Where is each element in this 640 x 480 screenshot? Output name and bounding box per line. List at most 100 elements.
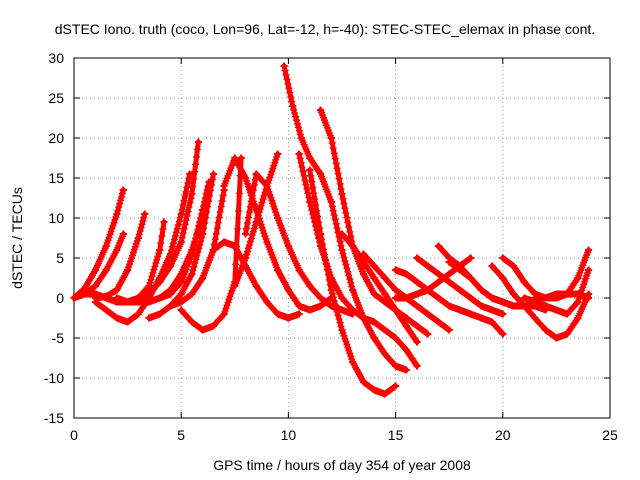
data-point: [370, 290, 378, 298]
data-point: [295, 150, 303, 158]
data-point: [467, 254, 475, 262]
data-point: [370, 334, 378, 342]
series-4: [91, 170, 194, 326]
data-point: [542, 302, 550, 310]
data-point: [574, 274, 582, 282]
data-point: [156, 294, 164, 302]
data-point: [520, 302, 528, 310]
data-point: [424, 262, 432, 270]
data-point: [188, 250, 196, 258]
data-point: [520, 278, 528, 286]
data-point: [510, 262, 518, 270]
data-point: [477, 314, 485, 322]
data-point: [552, 290, 560, 298]
data-point: [274, 266, 282, 274]
data-point: [317, 294, 325, 302]
data-point: [70, 294, 78, 302]
data-point: [306, 166, 314, 174]
data-point: [113, 314, 121, 322]
data-point: [542, 294, 550, 302]
data-point: [338, 326, 346, 334]
data-point: [297, 134, 305, 142]
data-point: [231, 154, 239, 162]
data-point: [81, 290, 89, 298]
data-point: [102, 242, 110, 250]
series-16: [295, 150, 421, 370]
data-point: [119, 186, 127, 194]
data-point: [359, 270, 367, 278]
data-point: [392, 294, 400, 302]
data-point: [327, 286, 335, 294]
data-point: [91, 266, 99, 274]
data-point: [445, 302, 453, 310]
data-point: [209, 246, 217, 254]
data-point: [552, 334, 560, 342]
data-point: [205, 178, 213, 186]
data-point: [359, 250, 367, 258]
data-point: [467, 310, 475, 318]
data-point: [359, 258, 367, 266]
data-point: [220, 182, 228, 190]
data-point: [194, 138, 202, 146]
data-point: [574, 298, 582, 306]
data-point: [134, 298, 142, 306]
series-19: [338, 230, 421, 346]
data-point: [370, 318, 378, 326]
data-point: [166, 290, 174, 298]
data-point: [306, 282, 314, 290]
data-point: [520, 294, 528, 302]
data-point: [177, 290, 185, 298]
data-point: [199, 206, 207, 214]
data-point: [381, 326, 389, 334]
y-tick-label: 5: [56, 250, 64, 266]
data-point: [156, 278, 164, 286]
data-point: [177, 238, 185, 246]
data-point: [542, 326, 550, 334]
data-point: [402, 322, 410, 330]
data-point: [402, 366, 410, 374]
data-point: [413, 362, 421, 370]
data-point: [177, 306, 185, 314]
data-point: [456, 266, 464, 274]
data-point: [338, 190, 346, 198]
data-point: [280, 62, 288, 70]
data-point: [381, 290, 389, 298]
y-axis-label: dSTEC / TECUs: [9, 187, 25, 289]
data-point: [381, 350, 389, 358]
series-25: [445, 258, 528, 310]
data-point: [413, 254, 421, 262]
data-point: [359, 378, 367, 386]
data-point: [199, 326, 207, 334]
data-point: [284, 314, 292, 322]
series-8: [156, 178, 213, 302]
data-point: [413, 290, 421, 298]
y-tick-label: -5: [52, 330, 65, 346]
data-point: [263, 298, 271, 306]
data-point: [349, 306, 357, 314]
data-point: [477, 302, 485, 310]
y-tick-label: 20: [48, 130, 64, 146]
x-tick-label: 0: [70, 427, 78, 443]
data-point: [113, 246, 121, 254]
data-point: [263, 182, 271, 190]
data-point: [252, 218, 260, 226]
series-29: [531, 290, 593, 302]
data-point: [392, 382, 400, 390]
data-point: [124, 298, 132, 306]
data-point: [488, 262, 496, 270]
data-point: [284, 242, 292, 250]
y-tick-label: 15: [48, 170, 64, 186]
data-point: [424, 286, 432, 294]
data-point: [124, 318, 132, 326]
data-point: [370, 274, 378, 282]
data-point: [295, 310, 303, 318]
data-point: [392, 334, 400, 342]
data-point: [220, 310, 228, 318]
data-point: [338, 230, 346, 238]
data-point: [499, 298, 507, 306]
data-point: [510, 290, 518, 298]
data-point: [381, 390, 389, 398]
data-point: [413, 322, 421, 330]
data-point: [237, 154, 245, 162]
data-point: [141, 210, 149, 218]
